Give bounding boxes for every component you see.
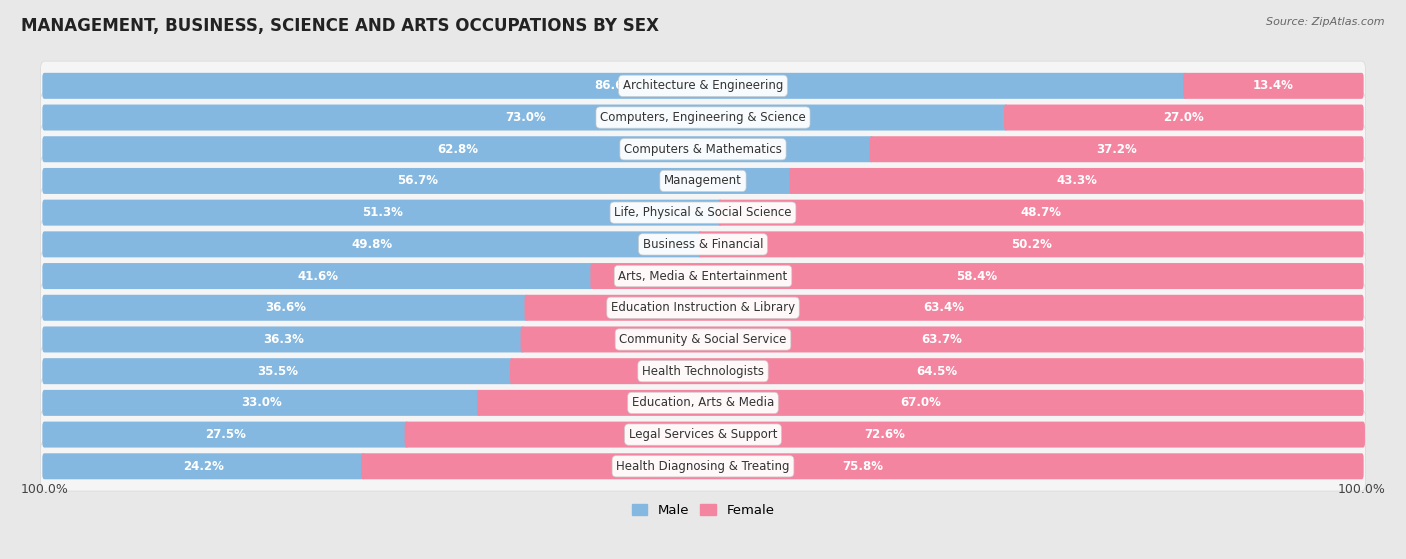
FancyBboxPatch shape: [42, 326, 524, 353]
Text: Education, Arts & Media: Education, Arts & Media: [631, 396, 775, 409]
Text: 56.7%: 56.7%: [398, 174, 439, 187]
Text: 35.5%: 35.5%: [257, 364, 298, 378]
Text: 86.6%: 86.6%: [595, 79, 636, 92]
Text: 67.0%: 67.0%: [900, 396, 941, 409]
FancyBboxPatch shape: [42, 200, 723, 226]
Text: 51.3%: 51.3%: [361, 206, 402, 219]
FancyBboxPatch shape: [41, 347, 1365, 396]
FancyBboxPatch shape: [42, 421, 409, 448]
FancyBboxPatch shape: [41, 378, 1365, 428]
Text: Health Technologists: Health Technologists: [643, 364, 763, 378]
FancyBboxPatch shape: [41, 93, 1365, 143]
FancyBboxPatch shape: [361, 453, 1364, 479]
Text: MANAGEMENT, BUSINESS, SCIENCE AND ARTS OCCUPATIONS BY SEX: MANAGEMENT, BUSINESS, SCIENCE AND ARTS O…: [21, 17, 659, 35]
Text: 63.7%: 63.7%: [922, 333, 963, 346]
Text: 27.5%: 27.5%: [205, 428, 246, 441]
Text: 100.0%: 100.0%: [21, 482, 69, 496]
Text: 27.0%: 27.0%: [1163, 111, 1204, 124]
FancyBboxPatch shape: [789, 168, 1364, 194]
Text: Arts, Media & Entertainment: Arts, Media & Entertainment: [619, 269, 787, 282]
FancyBboxPatch shape: [1184, 73, 1364, 99]
Text: Legal Services & Support: Legal Services & Support: [628, 428, 778, 441]
Text: 75.8%: 75.8%: [842, 460, 883, 473]
FancyBboxPatch shape: [405, 421, 1365, 448]
Text: 13.4%: 13.4%: [1253, 79, 1294, 92]
Text: 63.4%: 63.4%: [924, 301, 965, 314]
FancyBboxPatch shape: [41, 252, 1365, 301]
FancyBboxPatch shape: [41, 156, 1365, 206]
FancyBboxPatch shape: [42, 168, 793, 194]
Text: 49.8%: 49.8%: [352, 238, 392, 251]
FancyBboxPatch shape: [42, 231, 703, 257]
FancyBboxPatch shape: [42, 263, 595, 289]
Text: 62.8%: 62.8%: [437, 143, 478, 156]
Text: Computers, Engineering & Science: Computers, Engineering & Science: [600, 111, 806, 124]
FancyBboxPatch shape: [41, 220, 1365, 269]
Text: 48.7%: 48.7%: [1021, 206, 1062, 219]
Text: Business & Financial: Business & Financial: [643, 238, 763, 251]
FancyBboxPatch shape: [477, 390, 1364, 416]
Text: 72.6%: 72.6%: [865, 428, 905, 441]
FancyBboxPatch shape: [1004, 105, 1364, 131]
Text: Health Diagnosing & Treating: Health Diagnosing & Treating: [616, 460, 790, 473]
FancyBboxPatch shape: [42, 453, 366, 479]
Text: 24.2%: 24.2%: [183, 460, 224, 473]
FancyBboxPatch shape: [41, 61, 1365, 111]
FancyBboxPatch shape: [41, 283, 1365, 333]
Text: 37.2%: 37.2%: [1097, 143, 1137, 156]
FancyBboxPatch shape: [41, 410, 1365, 459]
Text: 50.2%: 50.2%: [1011, 238, 1052, 251]
FancyBboxPatch shape: [524, 295, 1364, 321]
FancyBboxPatch shape: [42, 358, 515, 384]
FancyBboxPatch shape: [699, 231, 1364, 257]
FancyBboxPatch shape: [42, 73, 1187, 99]
FancyBboxPatch shape: [42, 105, 1008, 131]
Text: 64.5%: 64.5%: [917, 364, 957, 378]
FancyBboxPatch shape: [42, 390, 481, 416]
Text: 100.0%: 100.0%: [1337, 482, 1385, 496]
FancyBboxPatch shape: [870, 136, 1364, 162]
FancyBboxPatch shape: [510, 358, 1364, 384]
FancyBboxPatch shape: [520, 326, 1364, 353]
FancyBboxPatch shape: [41, 442, 1365, 491]
Text: Source: ZipAtlas.com: Source: ZipAtlas.com: [1267, 17, 1385, 27]
Text: Community & Social Service: Community & Social Service: [619, 333, 787, 346]
Text: 58.4%: 58.4%: [956, 269, 998, 282]
FancyBboxPatch shape: [591, 263, 1364, 289]
Text: 36.3%: 36.3%: [263, 333, 304, 346]
FancyBboxPatch shape: [42, 136, 873, 162]
Text: 36.6%: 36.6%: [264, 301, 307, 314]
FancyBboxPatch shape: [41, 125, 1365, 174]
FancyBboxPatch shape: [718, 200, 1364, 226]
FancyBboxPatch shape: [41, 315, 1365, 364]
FancyBboxPatch shape: [41, 188, 1365, 238]
Text: Education Instruction & Library: Education Instruction & Library: [612, 301, 794, 314]
Text: 33.0%: 33.0%: [242, 396, 283, 409]
Text: 73.0%: 73.0%: [505, 111, 546, 124]
Text: 43.3%: 43.3%: [1056, 174, 1097, 187]
Text: Architecture & Engineering: Architecture & Engineering: [623, 79, 783, 92]
Legend: Male, Female: Male, Female: [626, 499, 780, 522]
Text: 41.6%: 41.6%: [298, 269, 339, 282]
Text: Computers & Mathematics: Computers & Mathematics: [624, 143, 782, 156]
Text: Management: Management: [664, 174, 742, 187]
FancyBboxPatch shape: [42, 295, 529, 321]
Text: Life, Physical & Social Science: Life, Physical & Social Science: [614, 206, 792, 219]
